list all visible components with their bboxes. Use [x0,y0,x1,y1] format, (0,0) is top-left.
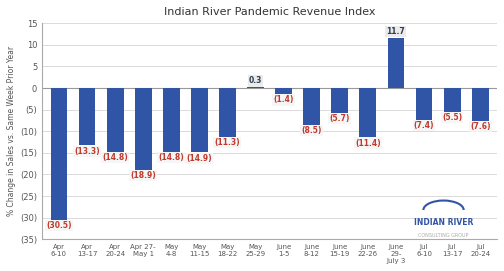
Text: (1.4): (1.4) [274,95,294,104]
Bar [163,88,180,152]
Text: (30.5): (30.5) [46,221,72,230]
Bar [388,37,404,88]
Text: CONSULTING GROUP: CONSULTING GROUP [418,233,469,238]
Text: (11.3): (11.3) [215,138,240,147]
Text: (5.7): (5.7) [330,114,350,123]
Bar [219,88,236,137]
Text: (8.5): (8.5) [301,126,322,135]
Bar [331,88,348,113]
Text: (7.4): (7.4) [414,121,434,130]
Bar [107,88,123,152]
Text: (13.3): (13.3) [74,147,100,156]
Text: (14.9): (14.9) [186,154,212,163]
Bar [247,87,264,88]
Bar [303,88,320,125]
Bar [191,88,208,152]
Bar [444,88,461,112]
Text: 0.3: 0.3 [249,76,262,85]
Bar [275,88,292,94]
Bar [359,88,376,137]
Text: (14.8): (14.8) [158,153,184,162]
Text: (18.9): (18.9) [131,171,156,180]
Text: (5.5): (5.5) [442,113,462,122]
Text: (7.6): (7.6) [470,122,490,131]
Bar [472,88,489,121]
Title: Indian River Pandemic Revenue Index: Indian River Pandemic Revenue Index [164,7,375,17]
Y-axis label: % Change in Sales vs. Same Week Prior Year: % Change in Sales vs. Same Week Prior Ye… [7,46,16,216]
Text: (11.4): (11.4) [355,138,381,148]
Text: (14.8): (14.8) [102,153,128,162]
Bar [416,88,432,120]
Bar [135,88,152,170]
Bar [50,88,68,220]
Bar [79,88,95,146]
Text: INDIAN RIVER: INDIAN RIVER [414,218,473,227]
Text: 11.7: 11.7 [387,27,405,36]
